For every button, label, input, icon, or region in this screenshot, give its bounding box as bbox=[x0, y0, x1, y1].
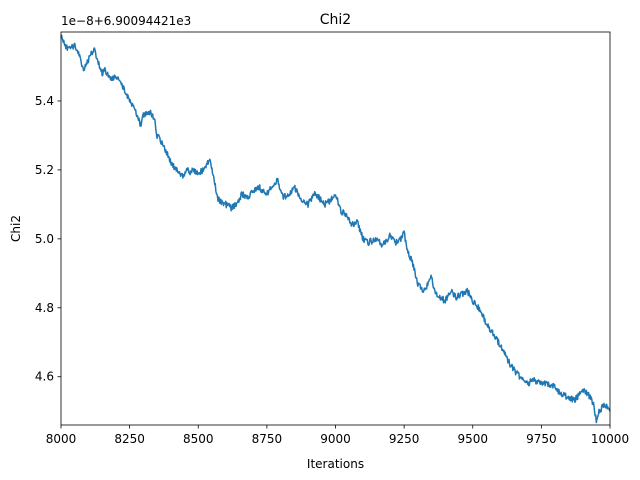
x-axis-label: Iterations bbox=[307, 457, 364, 471]
x-tick-label: 8000 bbox=[46, 432, 77, 446]
y-tick-label: 5.4 bbox=[35, 94, 54, 108]
y-tick-label: 5.0 bbox=[35, 232, 54, 246]
x-axis: 8000 8250 8500 8750 9000 9250 9500 9750 10000 bbox=[46, 425, 629, 446]
series-layer bbox=[60, 34, 611, 424]
x-tick-label: 10000 bbox=[591, 432, 629, 446]
plot-area bbox=[60, 31, 611, 426]
x-tick-label: 9750 bbox=[526, 432, 557, 446]
axis-offset-label: 1e−8+6.90094421e3 bbox=[61, 14, 191, 28]
x-tick-label: 8500 bbox=[183, 432, 214, 446]
x-tick-label: 9500 bbox=[457, 432, 488, 446]
y-axis-label: Chi2 bbox=[9, 215, 23, 242]
axes-frame bbox=[60, 31, 611, 426]
x-tick-label: 8250 bbox=[114, 432, 145, 446]
series-line-0 bbox=[60, 34, 611, 424]
y-axis: 4.6 4.8 5.0 5.2 5.4 bbox=[35, 94, 61, 384]
y-tick-label: 4.6 bbox=[35, 370, 54, 384]
x-tick-label: 9000 bbox=[320, 432, 351, 446]
chart-title: Chi2 bbox=[320, 12, 351, 28]
y-tick-label: 4.8 bbox=[35, 301, 54, 315]
x-tick-label: 8750 bbox=[252, 432, 283, 446]
y-tick-label: 5.2 bbox=[35, 163, 54, 177]
x-tick-label: 9250 bbox=[389, 432, 420, 446]
